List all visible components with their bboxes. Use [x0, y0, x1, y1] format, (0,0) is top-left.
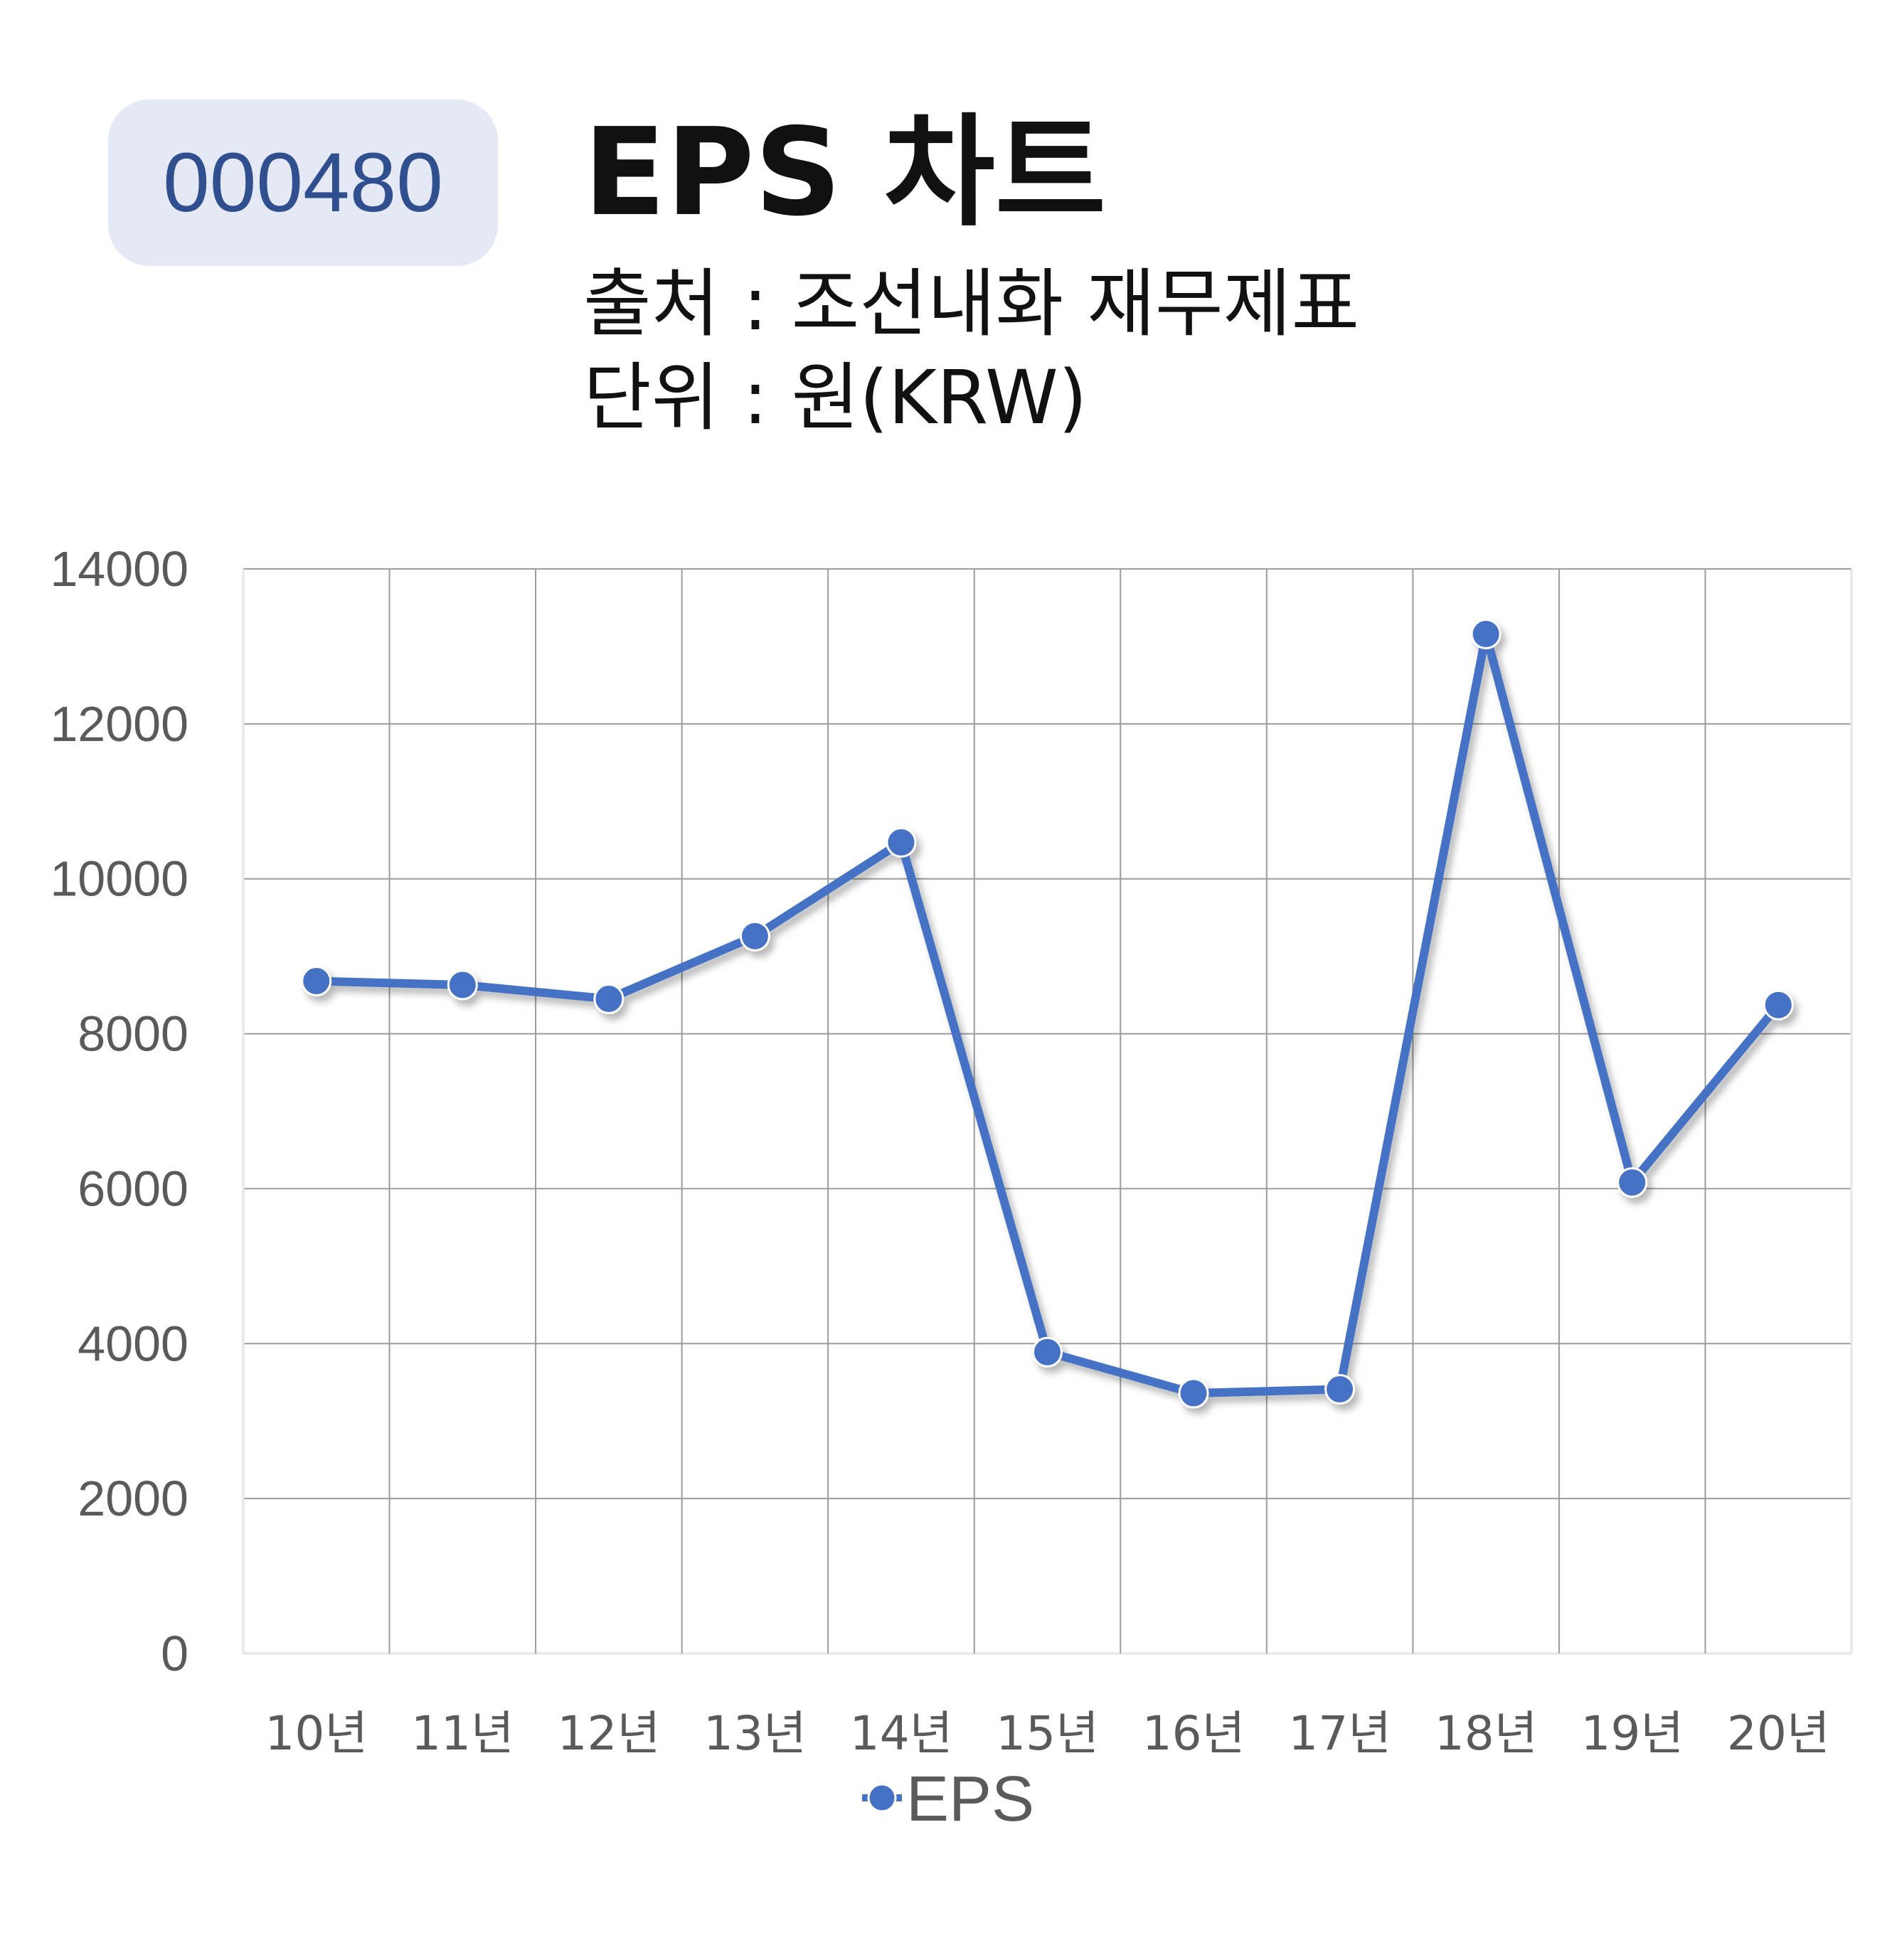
- x-tick-label: 10년: [265, 1706, 368, 1761]
- x-tick-label: 19년: [1580, 1706, 1684, 1761]
- data-point: [739, 920, 770, 952]
- series-eps: [301, 619, 1794, 1409]
- y-tick-label: 12000: [50, 696, 188, 752]
- x-tick-label: 18년: [1435, 1706, 1538, 1761]
- data-point: [1178, 1378, 1209, 1409]
- series-layer: [301, 619, 1794, 1409]
- data-point: [1032, 1336, 1063, 1368]
- y-tick-label: 4000: [78, 1316, 188, 1371]
- y-tick-label: 2000: [78, 1471, 188, 1526]
- unit-note: 단위 : 원(KRW): [583, 354, 1088, 441]
- x-tick-label: 20년: [1727, 1706, 1830, 1761]
- legend-label: EPS: [906, 1764, 1034, 1835]
- x-tick-label: 13년: [703, 1706, 807, 1761]
- data-point: [1470, 619, 1502, 649]
- y-tick-label: 14000: [50, 541, 188, 597]
- legend-marker: [867, 1783, 897, 1813]
- x-tick-label: 11년: [411, 1706, 514, 1761]
- y-tick-label: 8000: [78, 1006, 188, 1062]
- y-tick-label: 6000: [78, 1161, 188, 1216]
- y-tick-label: 0: [161, 1626, 188, 1681]
- source-note: 출처 : 조선내화 재무제표: [583, 260, 1360, 347]
- x-tick-label: 15년: [996, 1706, 1099, 1761]
- axes: 0 2000 4000 6000 8000 10000 12000 14000 10년 11년 12…: [50, 541, 1829, 1761]
- ticker-badge: 000480: [108, 100, 498, 266]
- data-point: [1763, 989, 1794, 1021]
- data-point: [886, 827, 917, 858]
- x-tick-label: 17년: [1288, 1706, 1391, 1761]
- x-tick-label: 14년: [850, 1706, 953, 1761]
- data-point: [301, 966, 332, 996]
- x-tick-label: 16년: [1142, 1706, 1245, 1761]
- y-tick-label: 10000: [50, 851, 188, 907]
- data-point: [1324, 1374, 1356, 1405]
- legend: EPS: [862, 1764, 1034, 1835]
- data-point: [1617, 1167, 1648, 1198]
- data-point: [447, 969, 478, 1001]
- data-point: [593, 984, 625, 1015]
- x-tick-label: 12년: [558, 1706, 661, 1761]
- chart-title: EPS 차트: [583, 102, 1107, 243]
